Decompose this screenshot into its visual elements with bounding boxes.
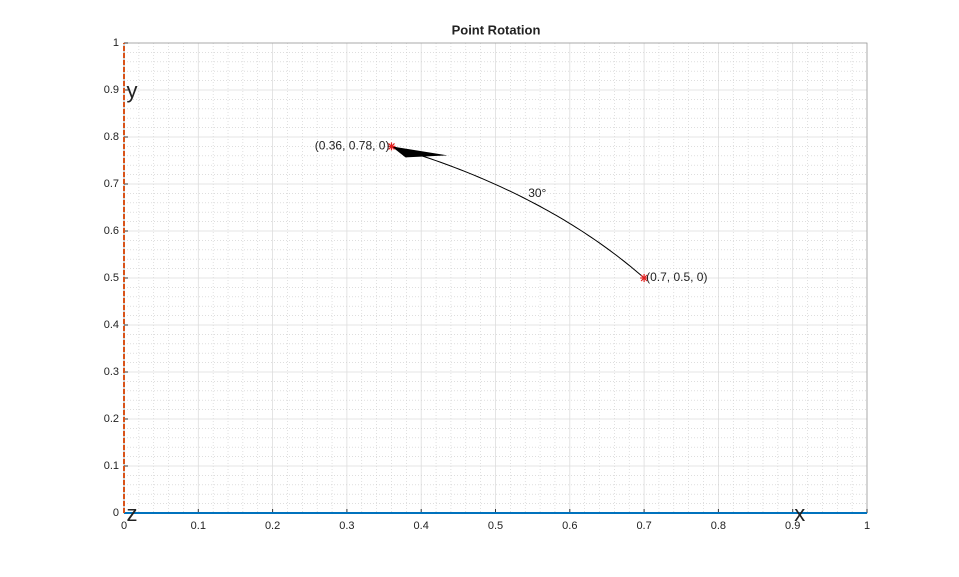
y-tick-label: 1: [113, 37, 119, 49]
point-marker: [640, 274, 649, 282]
y-tick-label: 0.8: [104, 131, 119, 143]
y-tick-label: 0.4: [104, 319, 119, 331]
x-axis-name: x: [794, 501, 805, 526]
x-tick-label: 0.5: [488, 520, 503, 532]
x-tick-label: 0.7: [636, 520, 651, 532]
x-tick-label: 0.1: [191, 520, 206, 532]
z-axis-name: z: [127, 501, 138, 526]
arrow-head: [391, 146, 448, 158]
y-tick-label: 0.5: [104, 272, 119, 284]
y-tick-label: 0.9: [104, 84, 119, 96]
point-marker: [387, 142, 396, 151]
x-tick-label: 0.3: [339, 520, 354, 532]
y-tick-label: 0.3: [104, 366, 119, 378]
point-label: (0.36, 0.78, 0): [315, 139, 390, 153]
x-tick-label: 0.6: [562, 520, 577, 532]
x-tick-label: 0.2: [265, 520, 280, 532]
y-tick-label: 0.6: [104, 225, 119, 237]
x-tick-label: 1: [864, 520, 870, 532]
x-tick-label: 0: [121, 520, 127, 532]
y-tick-label: 0: [113, 507, 119, 519]
x-tick-label: 0.9: [785, 520, 800, 532]
y-tick-label: 0.1: [104, 460, 119, 472]
x-tick-label: 0.8: [711, 520, 726, 532]
x-tick-label: 0.4: [414, 520, 429, 532]
y-tick-label: 0.7: [104, 178, 119, 190]
rotation-arc: [391, 145, 645, 279]
y-tick-label: 0.2: [104, 413, 119, 425]
marker-stroke: [640, 274, 648, 282]
marker-stroke: [388, 142, 395, 150]
point-label: (0.7, 0.5, 0): [646, 270, 707, 284]
chart-title: Point Rotation: [452, 22, 541, 37]
y-axis-name: y: [127, 78, 138, 103]
arc-label: 30°: [528, 186, 546, 200]
